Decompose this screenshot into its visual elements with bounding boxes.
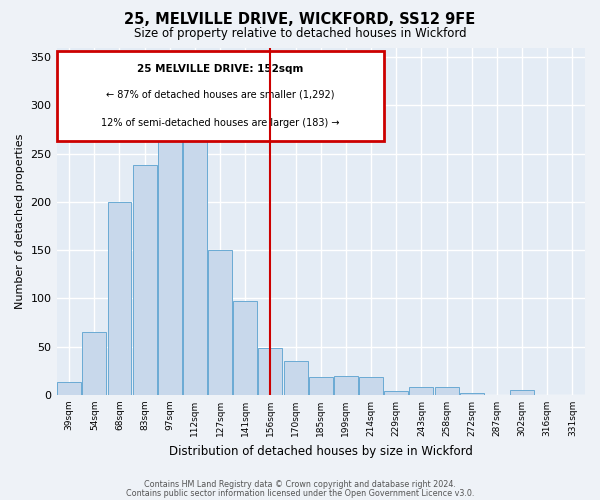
Bar bbox=[183, 115, 207, 395]
Bar bbox=[233, 302, 257, 395]
Bar bbox=[284, 361, 308, 395]
X-axis label: Distribution of detached houses by size in Wickford: Distribution of detached houses by size … bbox=[169, 444, 473, 458]
FancyBboxPatch shape bbox=[56, 51, 384, 142]
Y-axis label: Number of detached properties: Number of detached properties bbox=[15, 134, 25, 309]
Bar bbox=[82, 332, 106, 395]
Bar bbox=[434, 387, 458, 395]
Text: Size of property relative to detached houses in Wickford: Size of property relative to detached ho… bbox=[134, 28, 466, 40]
Text: Contains public sector information licensed under the Open Government Licence v3: Contains public sector information licen… bbox=[126, 490, 474, 498]
Text: 25, MELVILLE DRIVE, WICKFORD, SS12 9FE: 25, MELVILLE DRIVE, WICKFORD, SS12 9FE bbox=[124, 12, 476, 28]
Bar bbox=[107, 202, 131, 395]
Bar bbox=[510, 390, 534, 395]
Text: ← 87% of detached houses are smaller (1,292): ← 87% of detached houses are smaller (1,… bbox=[106, 90, 335, 100]
Text: 12% of semi-detached houses are larger (183) →: 12% of semi-detached houses are larger (… bbox=[101, 118, 340, 128]
Bar bbox=[409, 387, 433, 395]
Bar bbox=[309, 376, 333, 395]
Bar bbox=[57, 382, 81, 395]
Text: Contains HM Land Registry data © Crown copyright and database right 2024.: Contains HM Land Registry data © Crown c… bbox=[144, 480, 456, 489]
Bar bbox=[208, 250, 232, 395]
Bar bbox=[259, 348, 283, 395]
Bar bbox=[359, 376, 383, 395]
Bar bbox=[385, 391, 408, 395]
Bar bbox=[334, 376, 358, 395]
Bar bbox=[460, 393, 484, 395]
Text: 25 MELVILLE DRIVE: 152sqm: 25 MELVILLE DRIVE: 152sqm bbox=[137, 64, 304, 74]
Bar bbox=[158, 126, 182, 395]
Bar bbox=[133, 165, 157, 395]
